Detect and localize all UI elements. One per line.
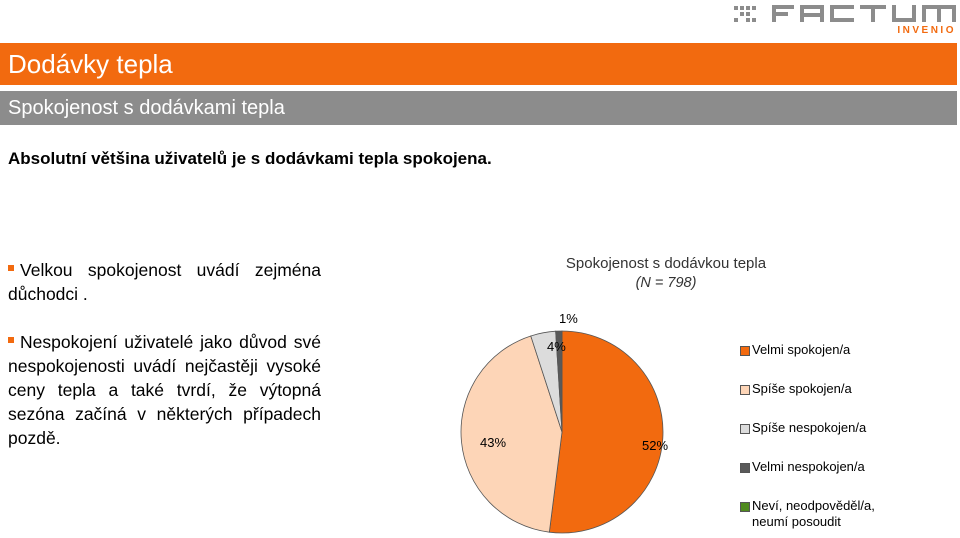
legend-label: Velmi spokojen/a	[752, 342, 851, 357]
chart-title: Spokojenost s dodávkou tepla	[565, 255, 767, 272]
pie-slice	[548, 330, 664, 534]
pie-chart: 52% 43% 4% 1%	[460, 311, 668, 534]
pie-data-label: 43%	[480, 435, 506, 450]
pie-slice	[555, 330, 563, 433]
page-title: Dodávky tepla	[8, 49, 173, 79]
pie-data-label: 4%	[547, 339, 566, 354]
legend-label: Spíše spokojen/a	[752, 381, 852, 396]
legend-swatch	[740, 424, 750, 434]
bullet-list: Velkou spokojenost uvádí zejména důchodc…	[8, 258, 321, 450]
bullet-text: Velkou spokojenost uvádí zejména důchodc…	[8, 260, 321, 304]
legend-label: Spíše nespokojen/a	[752, 420, 867, 435]
bullet-text: Nespokojení uživatelé jako důvod své nes…	[8, 332, 321, 448]
bullet-square-icon	[8, 337, 14, 344]
page-subtitle: Spokojenost s dodávkami tepla	[8, 97, 285, 119]
factum-invenio-logo: INVENIO	[734, 2, 958, 34]
legend-swatch	[740, 463, 750, 473]
legend-swatch	[740, 346, 750, 356]
pie-data-label: 1%	[559, 311, 578, 326]
subtitle-bar: Spokojenost s dodávkami tepla	[0, 91, 957, 125]
legend-swatch	[740, 385, 750, 395]
bullet-square-icon	[8, 265, 14, 272]
pie-slice	[460, 335, 563, 533]
legend-label: Neví, neodpověděl/a, neumí posoudit	[752, 498, 875, 529]
logo-subtext: INVENIO	[897, 25, 956, 34]
pie-data-label: 52%	[642, 438, 668, 453]
chart-subtitle: (N = 798)	[635, 275, 697, 291]
bullet-item: Velkou spokojenost uvádí zejména důchodc…	[8, 258, 321, 306]
title-bar: Dodávky tepla	[0, 43, 957, 85]
bullet-item: Nespokojení uživatelé jako důvod své nes…	[8, 330, 321, 450]
legend-swatch	[740, 502, 750, 512]
headline: Absolutní většina uživatelů je s dodávka…	[8, 149, 492, 168]
legend-label: Velmi nespokojen/a	[752, 459, 865, 474]
